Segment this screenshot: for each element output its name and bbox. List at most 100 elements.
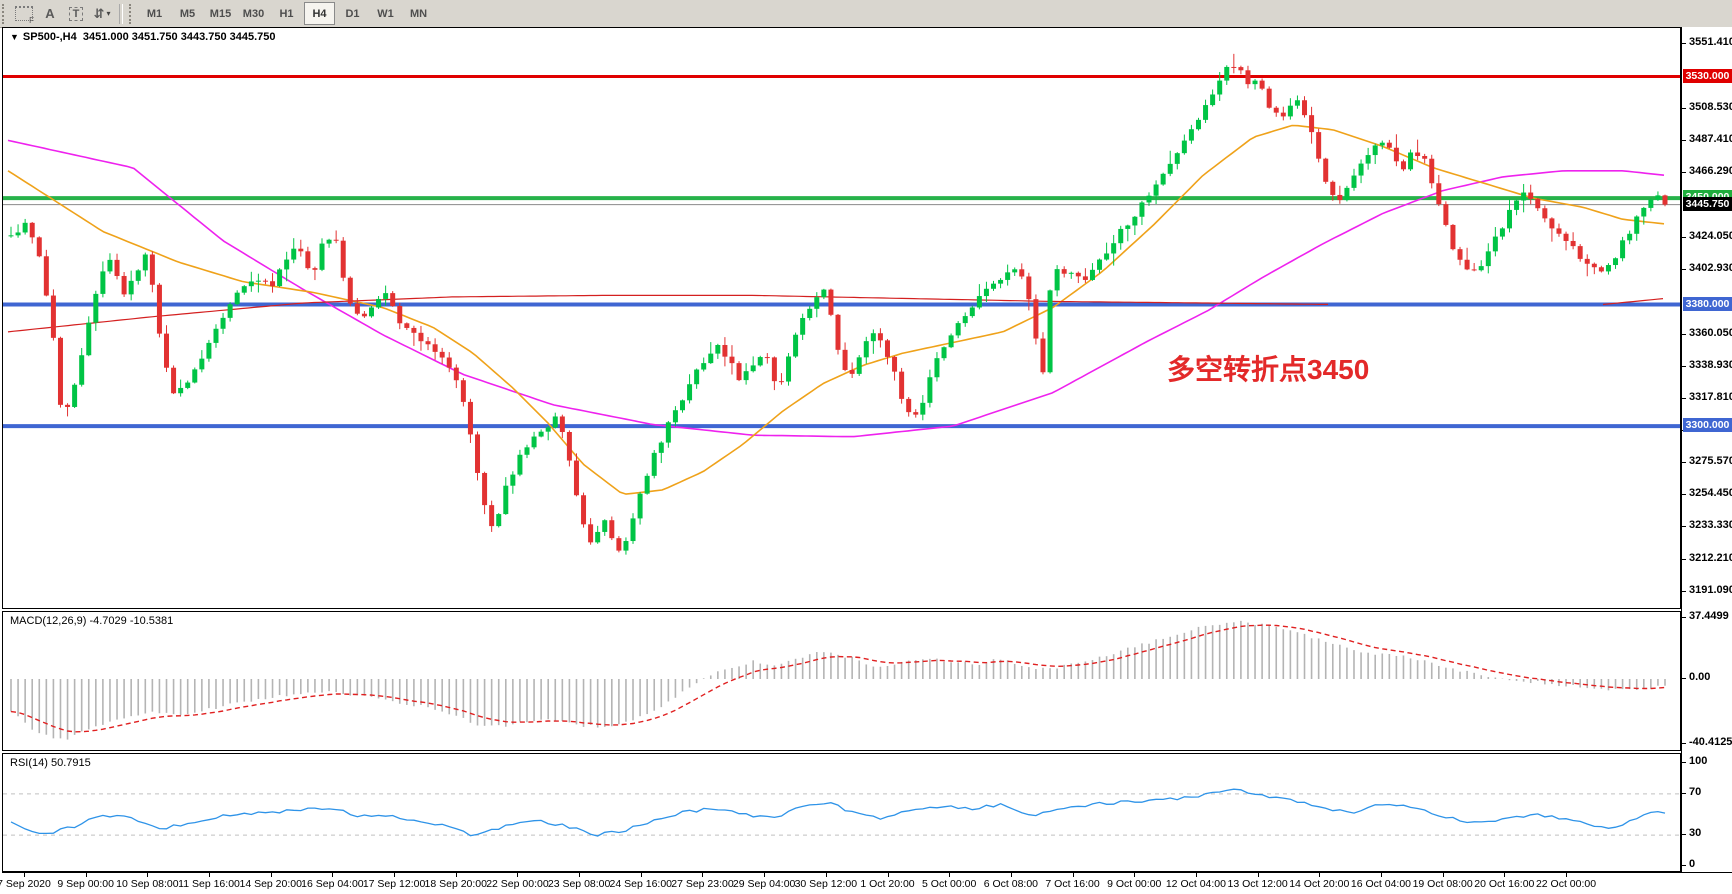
arrows-objects-icon[interactable]: ⇵ ▾ — [93, 5, 111, 21]
time-axis-tick — [1504, 873, 1506, 877]
timeframe-button-m1[interactable]: M1 — [146, 7, 163, 20]
macd-tick-0.00: 0.00 — [1689, 671, 1711, 683]
time-label: 22 Sep 00:00 — [486, 878, 549, 890]
time-axis-tick — [640, 873, 642, 877]
ma-mid-orange — [7, 124, 1665, 495]
toolbar-drag-handle[interactable] — [2, 3, 11, 24]
boxed-t-glyph: T — [68, 6, 84, 21]
time-axis-tick — [1566, 873, 1567, 877]
ma-long-red — [7, 294, 1328, 333]
axis-tick — [1682, 762, 1686, 763]
macd-signal-line — [10, 624, 1666, 733]
time-axis-tick — [1072, 873, 1074, 877]
time-axis-tick — [702, 873, 704, 877]
timeframe-button-d1[interactable]: D1 — [345, 7, 360, 20]
rsi-label: RSI(14) 50.7915 — [10, 757, 91, 769]
time-label: 7 Sep 2020 — [0, 878, 51, 890]
rsi-panel[interactable]: RSI(14) 50.7915 — [2, 753, 1681, 872]
timeframe-button-m30[interactable]: M30 — [242, 7, 265, 20]
price-line-label-3445.750: 3445.750 — [1683, 196, 1732, 211]
price-line-label-3300.000: 3300.000 — [1683, 418, 1732, 433]
rsi-chart[interactable] — [3, 754, 1680, 871]
macd-label: MACD(12,26,9) -4.7029 -10.5381 — [10, 615, 174, 627]
axis-tick — [1682, 140, 1686, 142]
time-axis-tick — [1380, 873, 1382, 877]
time-axis[interactable]: 7 Sep 2020 9 Sep 00:00 10 Sep 08:00 11 Sep … — [0, 872, 1732, 894]
timeframe-button-h4[interactable]: H4 — [304, 2, 335, 25]
time-axis-tick — [455, 873, 457, 877]
rsi-tick-0: 0 — [1689, 858, 1696, 870]
time-label: 9 Oct 00:00 — [1107, 878, 1162, 890]
axis-tick — [1682, 398, 1686, 399]
axis-tick — [1682, 834, 1686, 836]
axis-tick — [1682, 617, 1686, 619]
symbol-dropdown-icon[interactable]: ▼ — [10, 32, 19, 42]
macd-panel[interactable]: MACD(12,26,9) -4.7029 -10.5381 — [2, 611, 1681, 751]
timeframe-button-w1[interactable]: W1 — [377, 7, 394, 20]
timeframe-bar-drag-handle[interactable] — [129, 3, 138, 24]
time-label: 23 Sep 08:00 — [547, 878, 611, 890]
ma-long-red — [1602, 298, 1664, 306]
price-tick-3212.210: 3212.210 — [1689, 551, 1732, 564]
time-label: 30 Sep 12:00 — [794, 878, 858, 890]
chart-title[interactable]: ▼ SP500-,H4 3451.000 3451.750 3443.750 34… — [10, 31, 276, 43]
time-axis-tick — [1257, 873, 1259, 877]
axis-tick — [1682, 792, 1686, 794]
price-line-label-3530.000: 3530.000 — [1683, 68, 1732, 83]
time-axis-tick — [209, 873, 211, 877]
rsi-tick-30: 30 — [1689, 827, 1702, 840]
axis-tick — [1682, 590, 1686, 592]
rsi-tick-100: 100 — [1689, 755, 1708, 767]
text-box-icon[interactable]: T — [64, 3, 88, 25]
macd-chart[interactable] — [3, 612, 1680, 750]
time-label: 22 Oct 00:00 — [1535, 878, 1597, 890]
time-label: 27 Sep 23:00 — [671, 878, 734, 890]
price-tick-3317.810: 3317.810 — [1689, 391, 1732, 403]
axis-tick — [1682, 462, 1686, 464]
ma-slow-magenta — [7, 139, 1665, 438]
time-label: 18 Sep 20:00 — [424, 878, 487, 890]
chevron-down-icon[interactable]: ▾ — [106, 9, 111, 18]
toolbar-separator — [119, 3, 123, 24]
rsi-line — [10, 788, 1666, 837]
templates-grid-f-icon[interactable]: F — [12, 3, 36, 25]
timeframe-button-h1[interactable]: H1 — [279, 7, 294, 20]
time-label: 19 Oct 08:00 — [1412, 878, 1473, 890]
timeframe-button-mn[interactable]: MN — [409, 7, 428, 20]
axis-tick — [1682, 558, 1686, 560]
chart-title-text: SP500-,H4 3451.000 3451.750 3443.750 344… — [22, 31, 276, 43]
macd-tick-37.4499: 37.4499 — [1689, 610, 1729, 623]
time-axis-tick — [764, 873, 766, 877]
time-label: 20 Oct 16:00 — [1474, 878, 1535, 890]
price-tick-3338.930: 3338.930 — [1689, 358, 1732, 371]
axis-tick — [1682, 268, 1686, 270]
time-axis-tick — [1195, 873, 1197, 877]
time-label: 29 Sep 04:00 — [732, 878, 796, 890]
time-label: 7 Oct 16:00 — [1045, 878, 1100, 890]
price-tick-3466.290: 3466.290 — [1689, 165, 1732, 178]
price-tick-3191.090: 3191.090 — [1689, 583, 1732, 596]
price-axis[interactable]: 3551.410 3508.530 3487.410 3466.290 3424.050… — [1681, 27, 1732, 872]
main-chart-panel[interactable]: ▼ SP500-,H4 3451.000 3451.750 3443.750 34… — [2, 27, 1681, 609]
time-axis-tick — [579, 873, 581, 877]
annotation-text: 多空转折点3450 — [1167, 354, 1370, 385]
time-label: 16 Sep 04:00 — [301, 878, 364, 890]
time-axis-tick — [825, 873, 827, 877]
time-label: 14 Sep 20:00 — [239, 878, 302, 890]
price-tick-3508.530: 3508.530 — [1689, 101, 1732, 114]
timeframe-bar: M1 M5 M15 M30 H1 H4 D1 W1 MN — [138, 2, 435, 25]
price-tick-3275.570: 3275.570 — [1689, 455, 1732, 468]
price-tick-3402.930: 3402.930 — [1689, 261, 1732, 274]
axis-tick — [1682, 865, 1686, 866]
candlestick-chart[interactable] — [3, 28, 1680, 608]
timeframe-button-m5[interactable]: M5 — [179, 7, 196, 20]
time-axis-tick — [1319, 873, 1321, 877]
time-axis-tick — [517, 873, 519, 877]
text-label-icon[interactable]: A — [45, 6, 55, 21]
timeframe-button-m15[interactable]: M15 — [209, 7, 232, 20]
axis-tick — [1682, 526, 1686, 528]
time-label: 1 Oct 20:00 — [860, 878, 915, 890]
axis-tick — [1682, 365, 1686, 367]
time-label: 24 Sep 16:00 — [609, 878, 673, 890]
